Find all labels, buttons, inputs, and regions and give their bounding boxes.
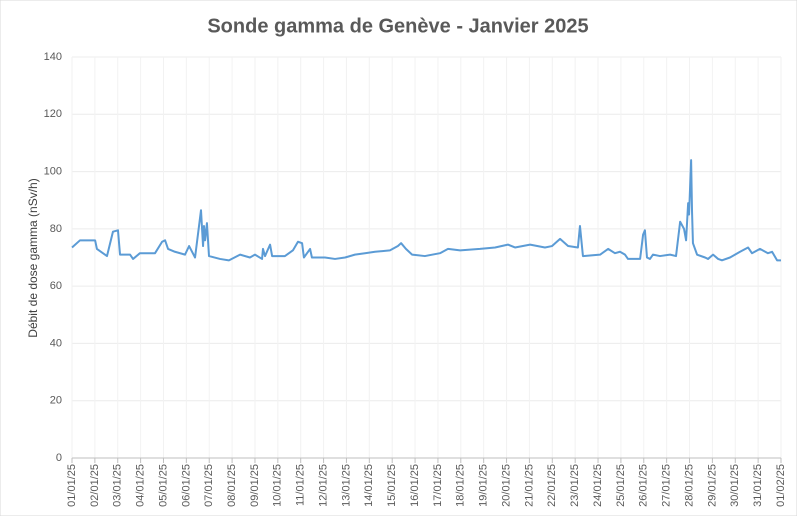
x-tick-label: 07/01/25 xyxy=(203,464,215,507)
x-tick-label: 22/01/25 xyxy=(546,464,558,507)
x-tick-label: 01/01/25 xyxy=(66,464,78,507)
x-tick-label: 15/01/25 xyxy=(386,464,398,507)
y-tick-label: 0 xyxy=(56,452,62,464)
x-tick-label: 13/01/25 xyxy=(340,464,352,507)
x-tick-label: 04/01/25 xyxy=(135,464,147,507)
x-tick-label: 29/01/25 xyxy=(706,464,718,507)
x-tick-label: 19/01/25 xyxy=(478,464,490,507)
x-tick-label: 17/01/25 xyxy=(432,464,444,507)
y-tick-label: 20 xyxy=(50,395,62,407)
x-tick-label: 05/01/25 xyxy=(157,464,169,507)
y-tick-label: 100 xyxy=(44,165,62,177)
x-tick-label: 27/01/25 xyxy=(661,464,673,507)
x-tick-label: 20/01/25 xyxy=(500,464,512,507)
x-tick-label: 21/01/25 xyxy=(523,464,535,507)
x-tick-label: 25/01/25 xyxy=(615,464,627,507)
x-tick-label: 23/01/25 xyxy=(569,464,581,507)
x-tick-label: 14/01/25 xyxy=(363,464,375,507)
x-tick-label: 01/02/25 xyxy=(775,464,787,507)
x-tick-label: 08/01/25 xyxy=(226,464,238,507)
chart-title: Sonde gamma de Genève - Janvier 2025 xyxy=(207,15,588,37)
y-tick-label: 140 xyxy=(44,51,62,63)
x-tick-label: 03/01/25 xyxy=(112,464,124,507)
x-tick-label: 10/01/25 xyxy=(272,464,284,507)
y-tick-label: 40 xyxy=(50,337,62,349)
x-tick-label: 12/01/25 xyxy=(317,464,329,507)
x-tick-label: 16/01/25 xyxy=(409,464,421,507)
y-axis-title: Débit de dose gamma (nSv/h) xyxy=(26,178,40,337)
x-tick-label: 02/01/25 xyxy=(89,464,101,507)
data-line xyxy=(71,159,781,262)
x-tick-label: 28/01/25 xyxy=(683,464,695,507)
x-tick-label: 18/01/25 xyxy=(455,464,467,507)
x-tick-label: 31/01/25 xyxy=(752,464,764,507)
y-tick-label: 120 xyxy=(44,108,62,120)
x-tick-label: 11/01/25 xyxy=(295,464,307,506)
x-tick-label: 06/01/25 xyxy=(180,464,192,507)
y-tick-label: 60 xyxy=(50,280,62,292)
y-tick-label: 80 xyxy=(50,223,62,235)
x-tick-label: 30/01/25 xyxy=(729,464,741,507)
x-tick-label: 26/01/25 xyxy=(638,464,650,507)
x-tick-label: 24/01/25 xyxy=(592,464,604,507)
x-tick-label: 09/01/25 xyxy=(249,464,261,507)
